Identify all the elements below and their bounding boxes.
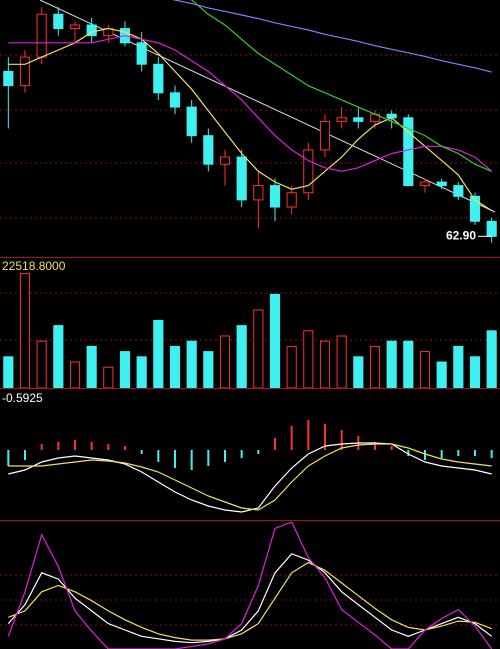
candle-body	[336, 117, 347, 122]
indicator-line	[8, 27, 493, 212]
indicator-line	[7, 553, 493, 644]
volume-bar	[19, 273, 31, 388]
volume-bar	[253, 309, 264, 388]
volume-bar	[319, 340, 331, 388]
indicator-line	[190, 0, 492, 172]
volume-bar	[136, 356, 147, 388]
candle-body	[203, 135, 214, 165]
volume-bar	[303, 330, 314, 388]
trend-line	[39, 0, 496, 213]
volume-bar	[219, 335, 231, 388]
candle-body	[269, 185, 281, 208]
candle-body	[419, 181, 431, 187]
volume-bar	[203, 351, 214, 388]
candle-body	[136, 42, 147, 65]
volume-bar	[69, 361, 81, 388]
indicator-line	[172, 0, 492, 73]
candle-body	[36, 13, 47, 58]
indicator-line	[8, 442, 492, 513]
candle-body	[486, 220, 497, 237]
panel: 62.90	[3, 0, 497, 243]
candle-body	[353, 117, 364, 122]
volume-bar	[486, 330, 497, 388]
panel	[3, 273, 497, 388]
macd-label: -0.5925	[2, 391, 43, 405]
candle-body	[153, 63, 164, 94]
panel	[7, 420, 493, 513]
volume-bar	[119, 351, 131, 388]
candle-body	[436, 181, 447, 187]
candle-body	[453, 185, 464, 197]
candle-body	[69, 24, 81, 30]
volume-bar	[419, 351, 431, 388]
volume-bar	[53, 325, 64, 388]
volume-bar	[36, 340, 47, 388]
candle-body	[403, 117, 414, 187]
volume-bar	[153, 319, 164, 388]
candle-body	[219, 156, 231, 165]
panel	[7, 522, 493, 649]
volume-bar	[336, 335, 347, 388]
volume-bar	[369, 345, 381, 388]
indicator-line	[8, 561, 492, 641]
candle-body	[53, 13, 64, 30]
volume-bar	[269, 293, 281, 388]
volume-bar	[436, 361, 447, 388]
volume-bar	[103, 366, 114, 388]
indicator-line	[8, 35, 493, 172]
volume-bar	[169, 345, 181, 388]
volume-bar	[353, 356, 364, 388]
volume-bar	[403, 340, 414, 388]
volume-bar	[186, 340, 197, 388]
volume-bar	[236, 325, 247, 388]
volume-bar	[286, 345, 297, 388]
candle-body	[186, 106, 197, 137]
indicator-line	[8, 443, 492, 511]
candle-body	[169, 92, 181, 108]
candle-body	[469, 195, 481, 222]
candle-body	[19, 56, 31, 87]
last-price-label: 62.90	[446, 228, 476, 242]
candle-body	[253, 185, 264, 201]
volume-label: 22518.8000	[2, 259, 66, 273]
volume-bar	[453, 345, 464, 388]
volume-bar	[386, 340, 397, 388]
candle-body	[319, 120, 331, 151]
indicator-line	[7, 522, 493, 649]
volume-bar	[86, 345, 97, 388]
volume-bar	[3, 356, 14, 388]
volume-bar	[469, 356, 481, 388]
candle-body	[286, 192, 297, 208]
candle-body	[86, 24, 97, 37]
candle-body	[236, 156, 247, 201]
candle-body	[3, 70, 14, 87]
candle-body	[303, 149, 314, 194]
